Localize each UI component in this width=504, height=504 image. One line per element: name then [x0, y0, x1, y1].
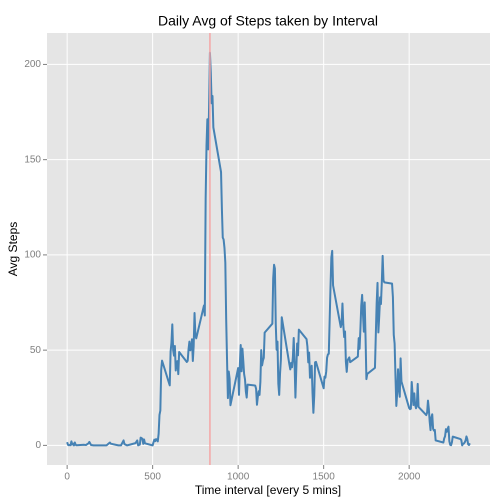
x-tick-label: 1500	[313, 472, 336, 483]
y-tick-label: 200	[24, 59, 41, 70]
x-tick-label: 1000	[227, 472, 250, 483]
x-axis-title: Time interval [every 5 mins]	[195, 483, 341, 497]
plot-panel	[47, 33, 490, 465]
y-tick-label: 100	[24, 250, 41, 261]
y-tick-label: 0	[35, 440, 41, 451]
y-axis-title: Avg Steps	[6, 222, 20, 276]
x-tick-label: 2000	[398, 472, 421, 483]
x-tick-label: 500	[144, 472, 161, 483]
data-line	[66, 51, 471, 447]
y-tick-label: 50	[30, 345, 42, 356]
y-tick-label: 150	[24, 154, 41, 165]
x-tick-label: 0	[64, 472, 70, 483]
chart-title: Daily Avg of Steps taken by Interval	[158, 13, 378, 29]
